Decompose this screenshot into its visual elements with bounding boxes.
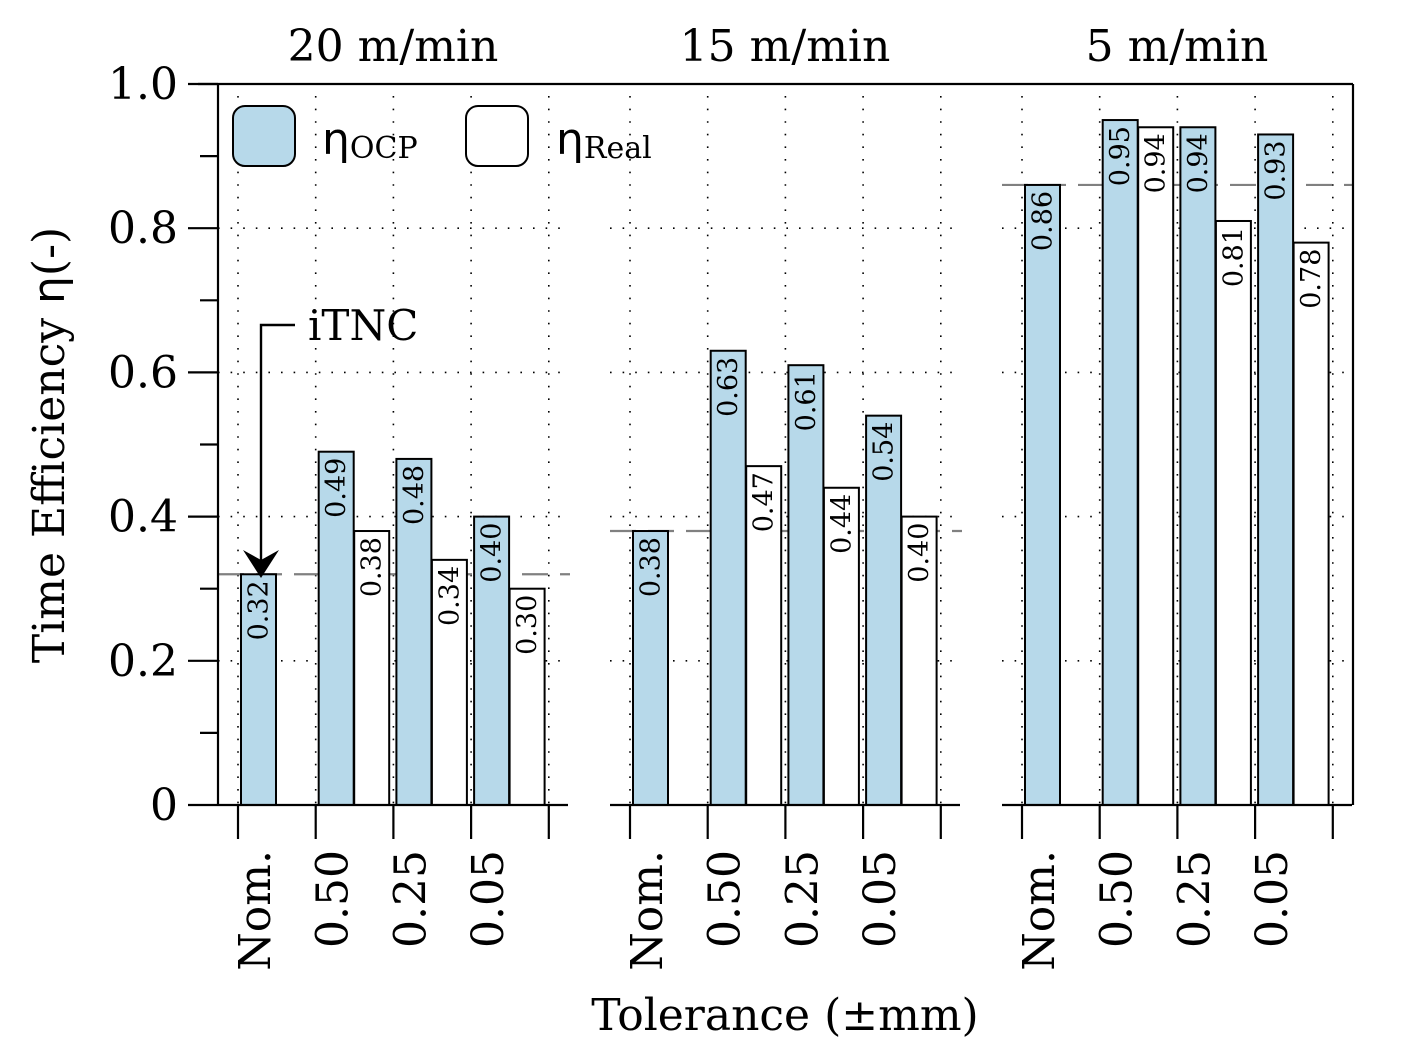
bar-real: [1214, 219, 1252, 807]
y-axis-title: Time Efficiency η(-): [24, 227, 75, 663]
x-axis-title: Tolerance (±mm): [591, 990, 978, 1041]
y-tick-label: 0.4: [108, 492, 178, 543]
bar-value-label: 0.81: [1218, 227, 1249, 287]
itnc-annotation: iTNC: [243, 301, 418, 578]
bar-value-label: 0.30: [512, 595, 543, 655]
bar-value-label: 0.48: [399, 465, 430, 525]
panel-title: 20 m/min: [288, 21, 499, 72]
bar-value-label: 0.32: [244, 580, 275, 640]
x-tick-label: 0.50: [700, 850, 751, 948]
legend: ηOCP ηReal: [232, 105, 652, 167]
bar-ocp: [1024, 183, 1061, 806]
bar-real: [900, 515, 938, 806]
x-tick-label: Nom.: [1014, 850, 1065, 971]
legend-label-ocp: ηOCP: [322, 114, 418, 166]
y-tick-label: 1.0: [108, 59, 178, 110]
x-tick-label: 0.05: [463, 850, 514, 948]
annotation-label: iTNC: [308, 301, 418, 350]
text-layer: 20 m/min0.32Nom.0.490.380.500.480.340.25…: [108, 21, 1327, 971]
legend-label-real: ηReal: [556, 114, 652, 166]
bar-value-label: 0.49: [321, 458, 352, 518]
bar-ocp: [1101, 119, 1139, 807]
bar-value-label: 0.63: [713, 357, 744, 417]
y-axis-title-text: Time Efficiency: [24, 304, 75, 663]
y-axis-title-symbol: η: [24, 276, 75, 304]
bar-value-label: 0.40: [477, 523, 508, 583]
bar-value-label: 0.94: [1141, 133, 1172, 193]
bar-ocp: [395, 457, 433, 806]
bar-ocp: [240, 573, 277, 807]
x-tick-label: 0.05: [855, 850, 906, 948]
bar-value-label: 0.38: [636, 537, 667, 597]
bar-value-label: 0.93: [1261, 140, 1292, 200]
bar-ocp: [1257, 133, 1295, 807]
legend-ocp-subscript: OCP: [350, 131, 418, 166]
bar-value-label: 0.47: [749, 472, 780, 532]
bar-real: [1137, 126, 1175, 806]
bar-layer: [240, 119, 1330, 807]
x-tick-label: 0.25: [385, 850, 436, 948]
bar-value-label: 0.95: [1105, 126, 1136, 186]
bar-value-label: 0.40: [904, 523, 935, 583]
legend-ocp-symbol: η: [322, 114, 350, 165]
legend-swatch-ocp: [232, 105, 296, 167]
y-tick-label: 0.6: [108, 347, 178, 398]
bar-ocp: [787, 364, 825, 806]
x-tick-label: 0.25: [777, 850, 828, 948]
bar-real: [508, 587, 546, 807]
x-tick-label: 0.50: [308, 850, 359, 948]
bar-real: [430, 558, 468, 806]
legend-real-subscript: Real: [584, 131, 652, 166]
annotation-arrow-line: [259, 323, 295, 560]
bar-ocp: [709, 349, 747, 806]
bar-value-label: 0.61: [791, 371, 822, 431]
legend-swatch-real: [465, 105, 529, 167]
bar-value-label: 0.54: [869, 422, 900, 482]
x-tick-label: Nom.: [230, 850, 281, 971]
bar-value-label: 0.94: [1183, 133, 1214, 193]
bar-ocp: [473, 515, 511, 806]
bar-value-label: 0.34: [434, 566, 465, 626]
x-tick-label: 0.05: [1247, 850, 1298, 948]
x-tick-label: 0.50: [1092, 850, 1143, 948]
bar-real: [1292, 241, 1330, 806]
bar-value-label: 0.78: [1296, 249, 1327, 309]
y-tick-label: 0: [150, 780, 178, 831]
annotation-arrow-head: [243, 550, 279, 578]
legend-real-symbol: η: [556, 114, 584, 165]
x-tick-label: 0.25: [1169, 850, 1220, 948]
x-tick-label: Nom.: [622, 850, 673, 971]
y-axis-title-unit: (-): [24, 227, 75, 276]
y-tick-label: 0.8: [108, 203, 178, 254]
panel-title: 5 m/min: [1086, 21, 1269, 72]
bar-value-label: 0.38: [357, 537, 388, 597]
bar-real: [822, 486, 860, 806]
bar-ocp: [1179, 126, 1217, 806]
bar-value-label: 0.44: [826, 494, 857, 554]
bar-real: [353, 530, 391, 807]
bar-value-label: 0.86: [1028, 191, 1059, 251]
y-tick-label: 0.2: [108, 636, 178, 687]
panel-title: 15 m/min: [680, 21, 891, 72]
axes-layer: [188, 82, 1355, 839]
